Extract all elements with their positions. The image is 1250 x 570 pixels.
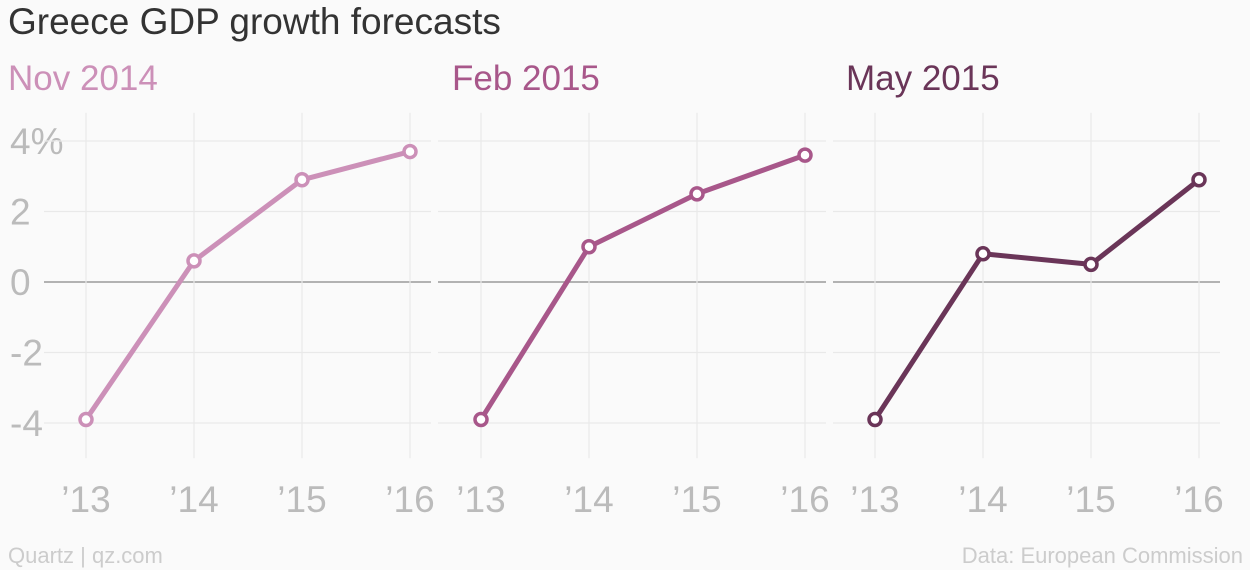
panel-title: May 2015 [846, 59, 1000, 98]
x-tick-label: ’16 [1174, 479, 1223, 520]
source-text: Data: European Commission [962, 543, 1243, 568]
series-line [872, 177, 1202, 422]
series-line [478, 152, 808, 422]
data-point [78, 411, 94, 428]
data-point [689, 186, 705, 202]
data-point [402, 143, 418, 160]
panel-title: Nov 2014 [8, 59, 158, 98]
x-tick-label: ’14 [169, 479, 218, 520]
x-tick-label: ’15 [672, 479, 721, 520]
x-tick-label: ’15 [1066, 479, 1115, 520]
x-tick-label: ’13 [850, 479, 899, 520]
data-point [867, 411, 883, 428]
y-tick-label: -2 [10, 333, 43, 374]
data-point [473, 411, 489, 428]
data-point [186, 253, 202, 269]
panel-1: Nov 2014 ’13 ’14 ’15 ’16 [8, 59, 435, 520]
x-tick-label: ’14 [958, 479, 1007, 520]
x-tick-label: ’13 [456, 479, 505, 520]
x-tick-label: ’15 [277, 479, 326, 520]
data-point [797, 147, 813, 163]
credit-text: Quartz | qz.com [8, 543, 163, 568]
x-tick-label: ’14 [564, 479, 613, 520]
panel-3: May 2015 ’13 ’14 ’15 ’16 [833, 59, 1224, 520]
data-point [581, 239, 597, 255]
panel-title: Feb 2015 [452, 59, 600, 98]
x-tick-label: ’13 [61, 479, 110, 520]
chart-title: Greece GDP growth forecasts [8, 1, 501, 42]
series-line [83, 149, 413, 422]
x-tick-label: ’16 [780, 479, 829, 520]
data-point [294, 172, 310, 188]
x-tick-label: ’16 [385, 479, 434, 520]
panel-2: Feb 2015 ’13 ’14 ’15 ’16 [438, 59, 830, 520]
y-tick-label: -4 [10, 403, 43, 444]
data-point [1191, 172, 1207, 188]
y-tick-label: 0 [10, 262, 31, 303]
data-point [1083, 256, 1099, 273]
data-point [975, 246, 991, 262]
y-tick-label: 2 [10, 192, 31, 233]
